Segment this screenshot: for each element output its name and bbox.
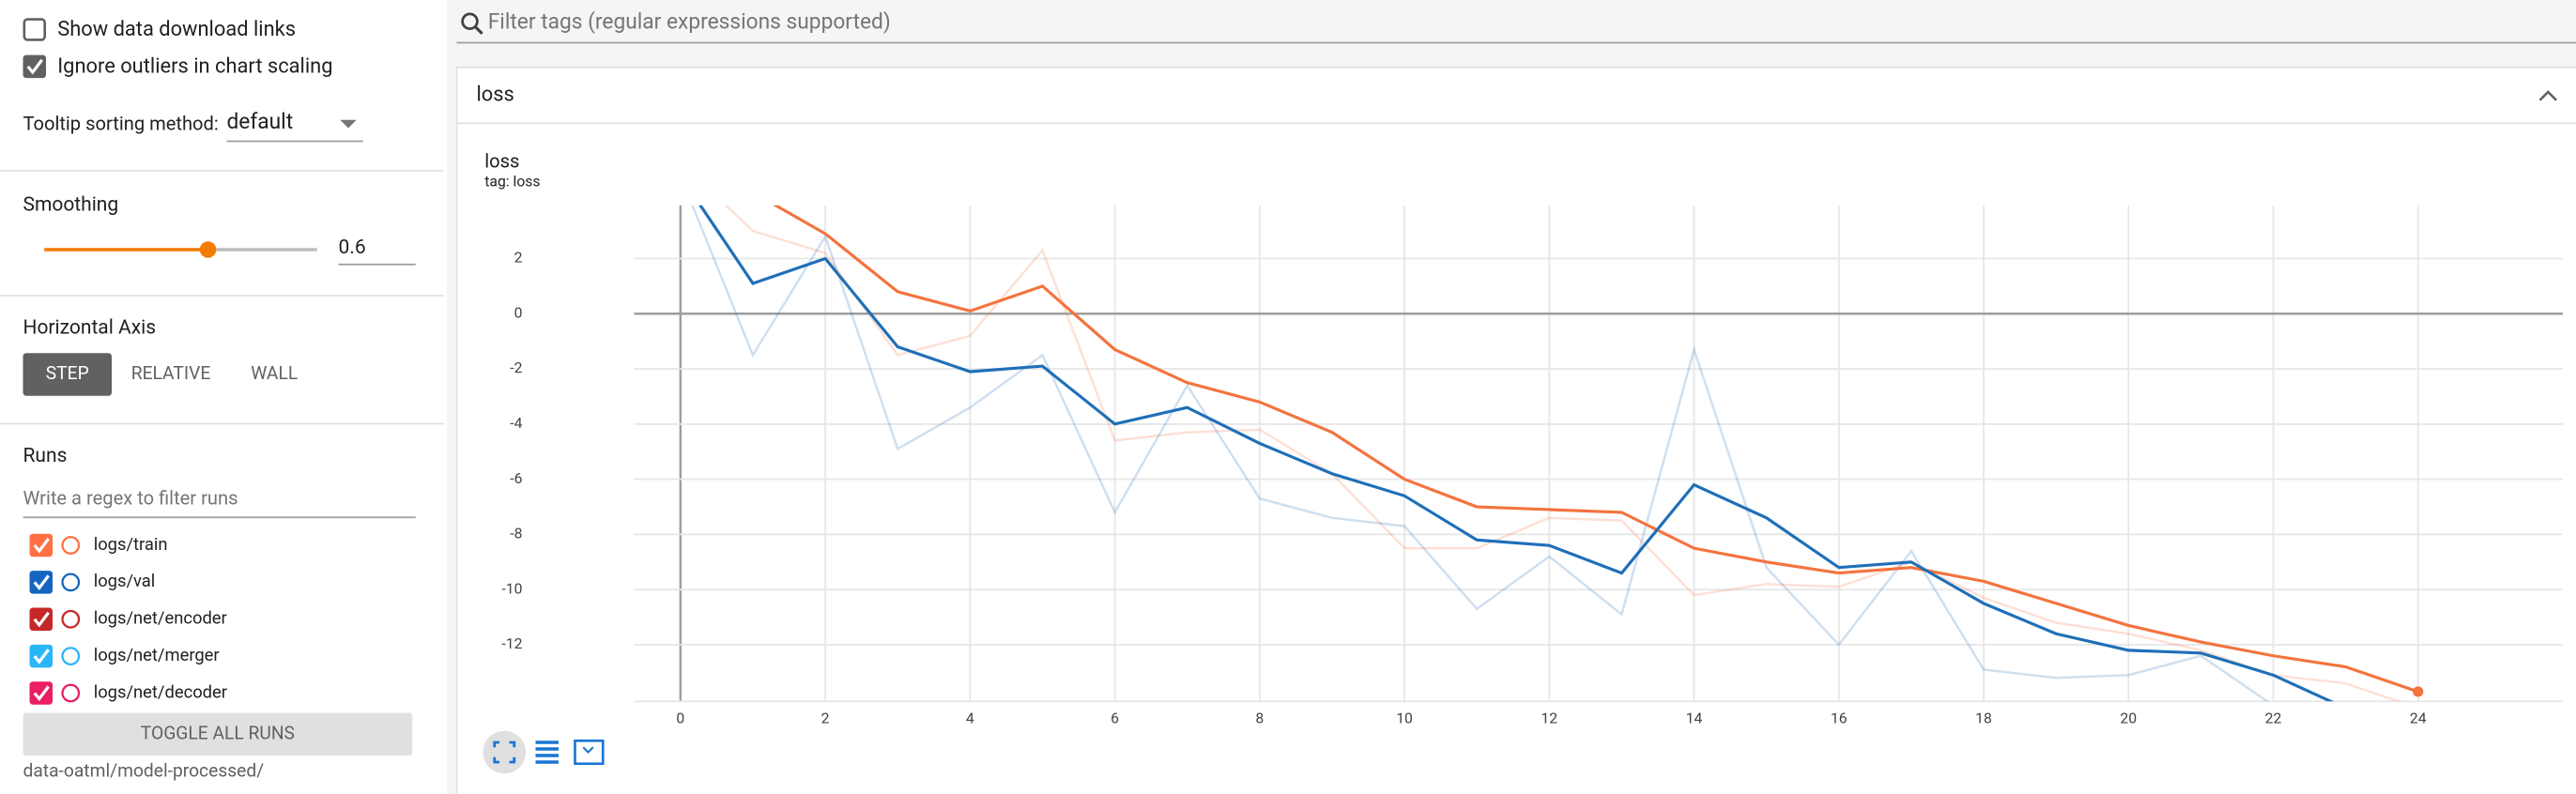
smoothed-line: [772, 205, 2419, 694]
y-tick-label: 0: [514, 303, 523, 321]
section-title[interactable]: loss: [477, 83, 514, 106]
run-checkbox[interactable]: [29, 644, 54, 668]
checkbox[interactable]: [23, 54, 47, 79]
search-icon: [474, 25, 483, 35]
end-point: [2413, 686, 2424, 697]
smoothed-line: [698, 205, 2335, 702]
x-tick-label: 10: [1396, 710, 1413, 727]
tooltip-label: Tooltip sorting method:: [23, 112, 219, 134]
tag-filter[interactable]: Filter tags (regular expressions support…: [488, 8, 891, 34]
x-tick-label: 2: [821, 710, 830, 727]
run-color: [61, 683, 81, 703]
x-tick-label: 6: [1111, 710, 1119, 727]
y-tick-label: -12: [501, 634, 522, 652]
x-tick-label: 24: [2410, 710, 2427, 727]
fit-domain-icon[interactable]: [582, 746, 594, 754]
smoothing-input[interactable]: 0.6: [339, 237, 366, 259]
dropdown-arrow[interactable]: [340, 119, 357, 129]
x-tick-label: 14: [1686, 710, 1703, 727]
runs-filter[interactable]: Write a regex to filter runs: [23, 486, 238, 509]
collapse-icon[interactable]: [2538, 90, 2557, 101]
x-tick-label: 16: [1831, 710, 1848, 727]
logdir-path: data-oatml/model-processed/: [23, 760, 265, 782]
run-color: [61, 647, 81, 666]
plot: [691, 205, 2424, 702]
raw-line: [724, 205, 2402, 702]
run-color: [61, 609, 81, 629]
x-tick-label: 22: [2265, 710, 2282, 727]
run-name: logs/val: [94, 572, 156, 591]
tooltip-select[interactable]: default: [227, 109, 294, 134]
run-checkbox[interactable]: [29, 533, 54, 557]
run-checkbox[interactable]: [29, 681, 54, 705]
x-tick-label: 20: [2120, 710, 2137, 727]
axis-option[interactable]: WALL: [251, 362, 298, 384]
fullscreen-icon[interactable]: [493, 741, 516, 764]
run-name: logs/train: [94, 535, 168, 555]
run-name: logs/net/merger: [94, 646, 220, 665]
chart-title: loss: [484, 150, 519, 173]
run-color: [61, 536, 81, 555]
toggle-label[interactable]: TOGGLE ALL RUNS: [141, 722, 295, 743]
run-checkbox-tick: [33, 649, 50, 664]
axis-label: Horizontal Axis: [23, 317, 157, 340]
run-checkbox[interactable]: [29, 571, 54, 594]
card: [455, 66, 2576, 794]
chart-subtitle: tag: loss: [484, 172, 540, 190]
x-tick-label: 0: [676, 710, 684, 727]
y-tick-label: -6: [510, 469, 522, 487]
run-color: [61, 573, 81, 592]
search-icon: [461, 12, 479, 31]
slider-knob[interactable]: [199, 241, 217, 258]
y-tick-label: -8: [510, 525, 522, 542]
run-name: logs/net/decoder: [94, 682, 227, 702]
x-tick-label: 8: [1255, 710, 1264, 727]
run-checkbox[interactable]: [29, 607, 54, 631]
raw-line: [691, 205, 2270, 702]
x-tick-label: 4: [966, 710, 974, 727]
axis-option[interactable]: RELATIVE: [131, 362, 211, 384]
sidebar: [0, 0, 448, 794]
toggle-button[interactable]: [23, 712, 413, 756]
x-tick-label: 12: [1541, 710, 1557, 727]
run-checkbox-tick: [33, 538, 50, 554]
fit-domain-icon[interactable]: [574, 739, 605, 766]
run-name: logs/net/encoder: [94, 609, 227, 629]
log-scale-icon[interactable]: [535, 741, 560, 764]
checkbox[interactable]: [23, 18, 47, 41]
fullscreen-button[interactable]: [483, 730, 527, 774]
axis-selected[interactable]: [23, 353, 113, 396]
run-checkbox-tick: [33, 611, 50, 628]
y-tick-label: -10: [501, 579, 522, 597]
checkbox-tick: [26, 58, 43, 75]
run-checkbox-tick: [33, 574, 50, 591]
run-checkbox-tick: [33, 685, 50, 702]
y-tick-label: -4: [510, 414, 522, 432]
y-tick-label: -2: [510, 359, 522, 376]
x-tick-label: 18: [1975, 710, 1992, 727]
y-tick-label: 2: [514, 249, 523, 267]
checkbox-label[interactable]: Show data download links: [57, 18, 296, 41]
smoothing-label: Smoothing: [23, 193, 119, 216]
runs-label: Runs: [23, 445, 68, 467]
checkbox-label[interactable]: Ignore outliers in chart scaling: [57, 55, 332, 79]
axis-option[interactable]: STEP: [46, 362, 89, 384]
